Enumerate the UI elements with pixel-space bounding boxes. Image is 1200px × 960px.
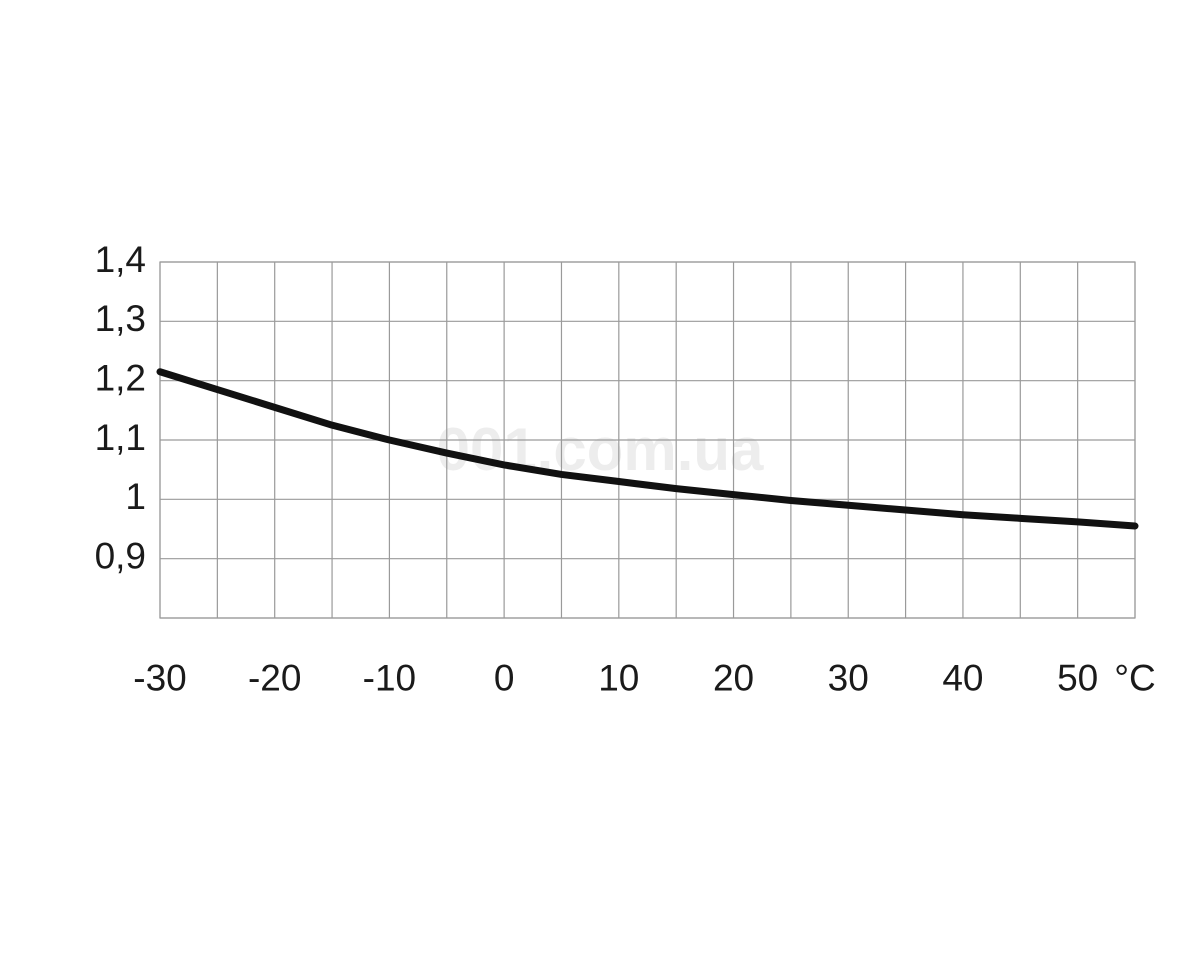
y-tick-label: 1,3 xyxy=(95,298,146,339)
x-tick-label: 50 xyxy=(1057,657,1098,698)
x-tick-label: -30 xyxy=(133,657,186,698)
y-tick-label: 1,1 xyxy=(95,417,146,458)
x-tick-label: 40 xyxy=(942,657,983,698)
x-tick-label: -20 xyxy=(248,657,301,698)
x-tick-label: -10 xyxy=(363,657,416,698)
chart-container: 001.com.ua 0,9 1 1,1 1,2 1,3 1,4 -30 -20 -10 0 10 20… xyxy=(0,0,1200,960)
y-tick-label: 0,9 xyxy=(95,535,146,576)
x-unit-label: °C xyxy=(1114,657,1156,698)
x-tick-label: 10 xyxy=(598,657,639,698)
x-tick-label: 30 xyxy=(828,657,869,698)
y-tick-label: 1,4 xyxy=(95,239,146,280)
watermark-text: 001.com.ua xyxy=(437,416,764,483)
line-chart: 001.com.ua 0,9 1 1,1 1,2 1,3 1,4 -30 -20 -10 0 10 20… xyxy=(0,0,1200,960)
x-tick-label: 20 xyxy=(713,657,754,698)
y-tick-label: 1 xyxy=(125,476,146,517)
x-tick-label: 0 xyxy=(494,657,515,698)
y-tick-label: 1,2 xyxy=(95,357,146,398)
